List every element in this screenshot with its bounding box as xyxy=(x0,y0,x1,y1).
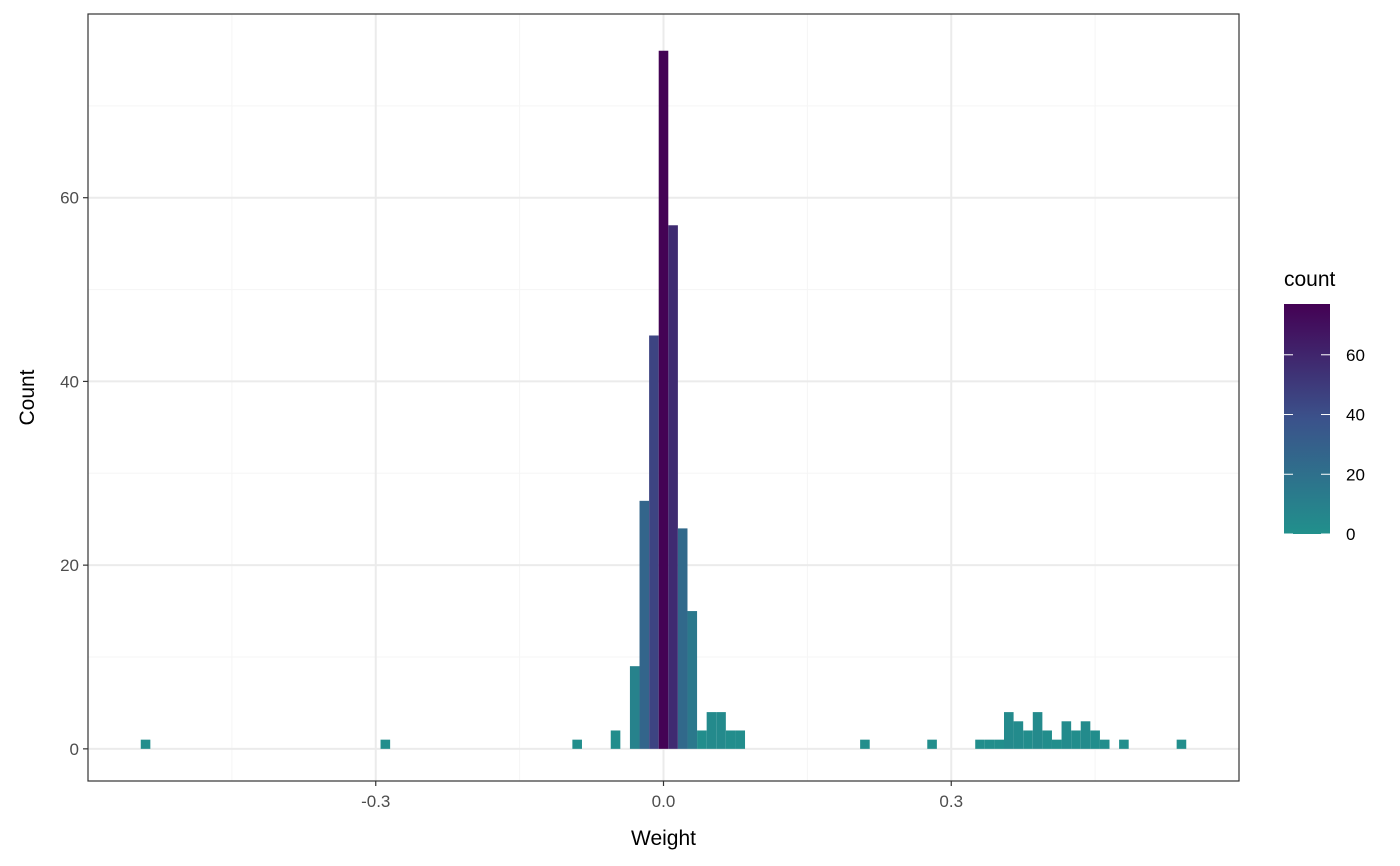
histogram-bar xyxy=(1176,739,1187,749)
histogram-bar xyxy=(1051,739,1062,749)
histogram-bar xyxy=(1013,721,1024,749)
histogram-bar xyxy=(610,730,621,749)
histogram-bar xyxy=(140,739,151,749)
histogram-bar xyxy=(927,739,937,749)
histogram-bar xyxy=(1023,730,1033,749)
histogram-bar xyxy=(380,739,391,749)
histogram-bars xyxy=(140,50,1187,749)
y-tick-label: 20 xyxy=(60,556,79,575)
x-tick-label: 0.3 xyxy=(939,792,963,811)
histogram-bar xyxy=(975,739,985,749)
histogram-bar xyxy=(1119,739,1129,749)
legend-ticks: 0 20 40 60 xyxy=(1284,346,1365,544)
histogram-bar xyxy=(639,500,650,749)
x-tick-label: -0.3 xyxy=(361,792,390,811)
histogram-bar xyxy=(649,335,659,749)
axes: -0.3 0.0 0.3 0 20 40 60 xyxy=(60,189,963,811)
histogram-bar xyxy=(994,739,1005,749)
y-tick-label: 0 xyxy=(70,740,79,759)
x-tick-label: 0.0 xyxy=(652,792,676,811)
histogram-bar xyxy=(658,50,669,749)
histogram-bar xyxy=(716,712,726,749)
legend-label: 20 xyxy=(1346,465,1365,484)
histogram-bar xyxy=(697,730,707,749)
histogram-bar xyxy=(677,528,688,749)
histogram-bar xyxy=(1080,721,1091,749)
legend-label: 0 xyxy=(1346,525,1355,544)
histogram-bar xyxy=(1032,712,1043,749)
histogram-bar xyxy=(984,739,995,749)
histogram-bar xyxy=(1099,739,1110,749)
histogram-bar xyxy=(572,739,582,749)
color-legend: count 0 20 40 60 xyxy=(1284,268,1365,544)
histogram-bar xyxy=(1004,712,1014,749)
histogram-bar xyxy=(1042,730,1052,749)
y-tick-label: 40 xyxy=(60,372,79,391)
histogram-bar xyxy=(1061,721,1072,749)
histogram-bar xyxy=(706,712,717,749)
histogram-bar xyxy=(1071,730,1081,749)
histogram-bar xyxy=(725,730,736,749)
histogram-bar xyxy=(687,611,698,749)
y-axis-title: Count xyxy=(16,369,39,425)
x-axis-title: Weight xyxy=(631,827,696,850)
histogram-bar xyxy=(668,225,678,749)
histogram-bar xyxy=(629,666,640,749)
histogram-bar xyxy=(860,739,870,749)
histogram-bar xyxy=(1090,730,1100,749)
legend-colorbar xyxy=(1284,304,1330,534)
legend-label: 60 xyxy=(1346,346,1365,365)
legend-title: count xyxy=(1284,268,1336,291)
histogram-bar xyxy=(735,730,746,749)
legend-label: 40 xyxy=(1346,406,1365,425)
y-tick-label: 60 xyxy=(60,189,79,208)
